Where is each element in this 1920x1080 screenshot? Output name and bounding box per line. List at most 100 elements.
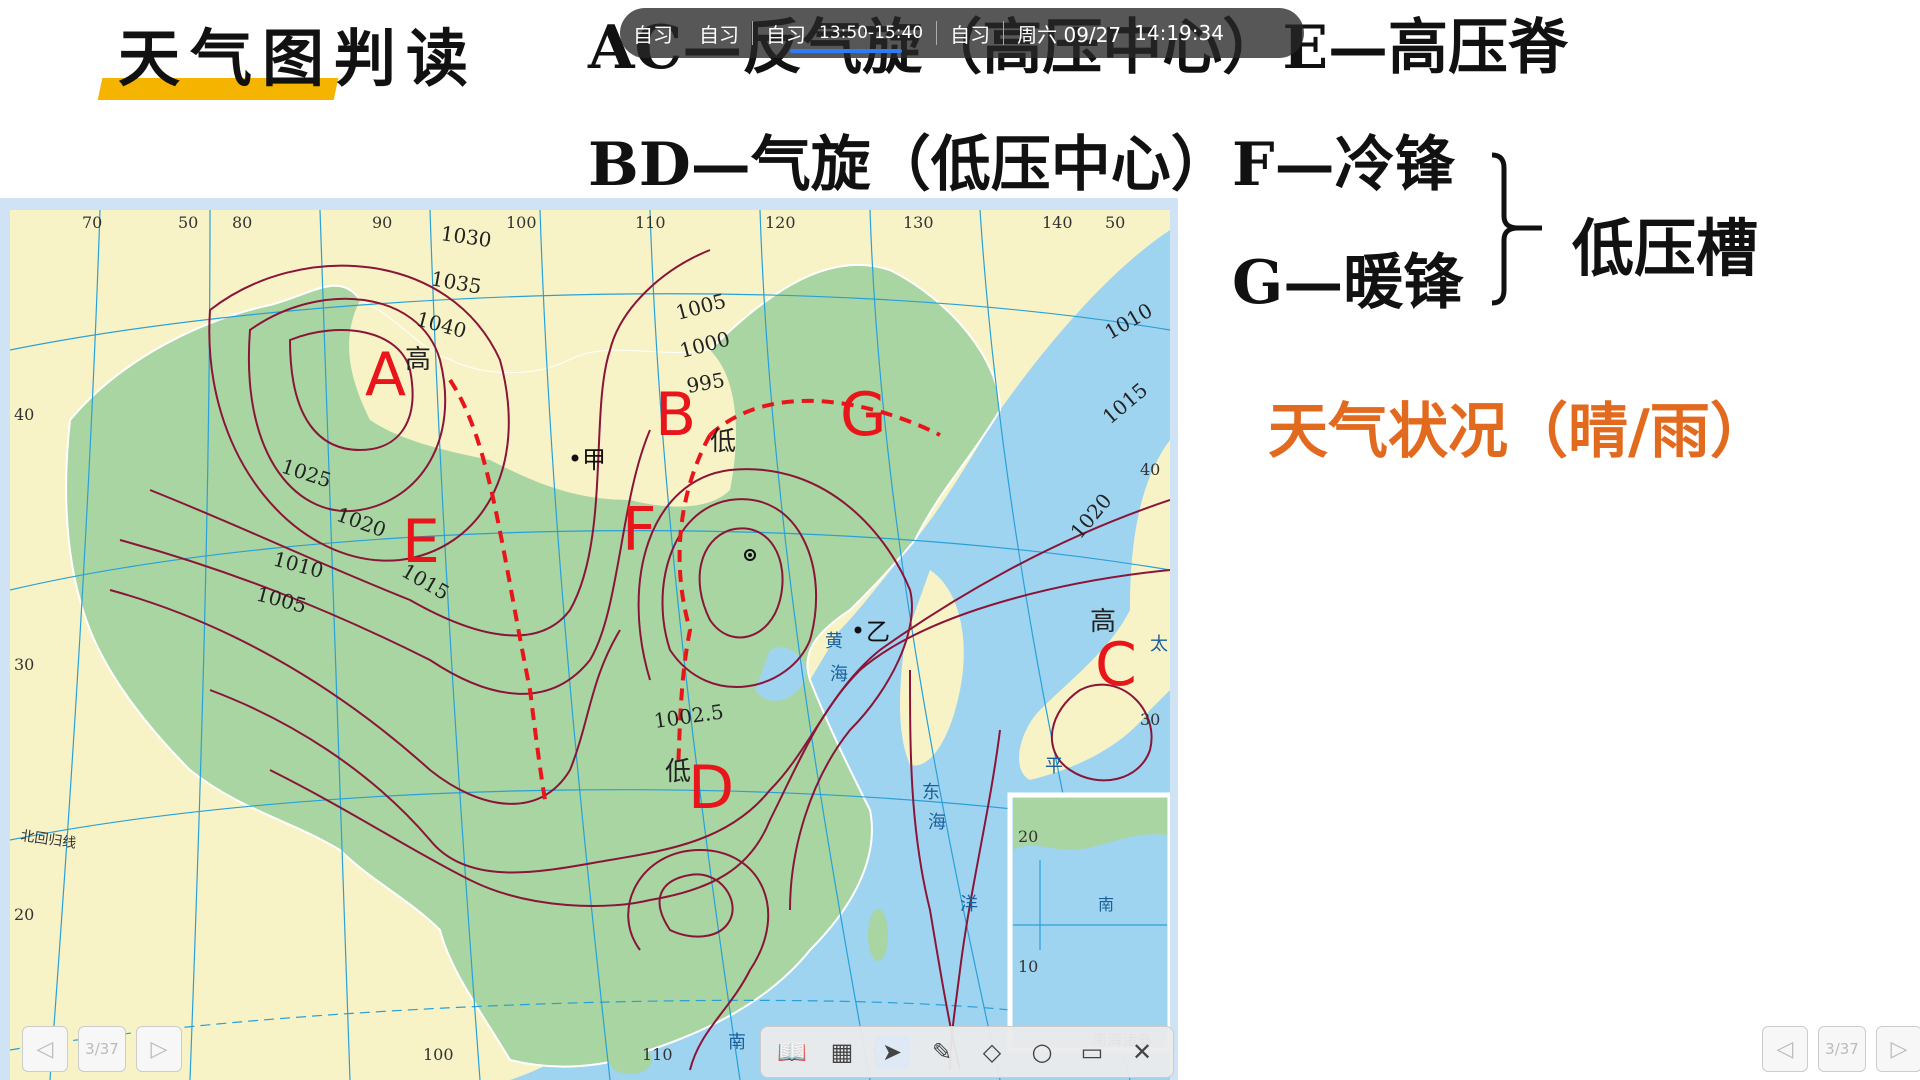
letter-c: C (1095, 630, 1137, 700)
letter-b: B (655, 380, 696, 450)
def-e: E—高压脊 (1282, 13, 1569, 83)
map-fronts (448, 378, 941, 801)
sea-char: 东 (922, 782, 940, 803)
def-f: F—冷锋 (1232, 130, 1455, 200)
right-page-controls: ◁ 3/37 ▷ (1762, 1026, 1920, 1072)
sea-char: 南 (728, 1032, 746, 1053)
lat-label: 40 (1140, 460, 1160, 479)
ridge-line (448, 378, 547, 801)
lon-label: 50 (1105, 213, 1125, 232)
map-graticule (10, 210, 1170, 1080)
letter-d: D (688, 753, 734, 823)
high-marker: 高 (405, 345, 431, 375)
lon-label: 80 (232, 213, 252, 232)
lon-label: 70 (82, 213, 102, 232)
inset-lat-label: 10 (1018, 957, 1038, 976)
place-label: 乙 (866, 618, 890, 646)
grid-icon[interactable]: ▦ (830, 1038, 854, 1066)
weather-label: 天气状况（晴/雨） (1268, 397, 1770, 467)
close-icon[interactable]: ✕ (1131, 1038, 1153, 1066)
status-divider (1003, 21, 1005, 45)
map-land-mongolia (349, 300, 736, 507)
lon-label: 90 (372, 213, 392, 232)
south-china-sea-inset: 20 10 南 南海诸岛 (1007, 792, 1170, 1053)
lon-label: 50 (178, 213, 198, 232)
brace-icon (1491, 152, 1542, 306)
search-icon[interactable]: ○ (1031, 1038, 1053, 1066)
letter-g: G (840, 380, 887, 450)
map-letters: A B C D E F G (365, 340, 1137, 823)
beijing-marker-dot (748, 553, 752, 557)
pointer-icon[interactable]: ➤ (875, 1035, 909, 1069)
slide-title: 天气图判读 (118, 22, 479, 95)
page-indicator: 3/37 (78, 1026, 126, 1072)
trough-label: 低压槽 (1572, 212, 1759, 285)
low-marker: 低 (665, 757, 691, 787)
warm-front-line (708, 398, 941, 437)
map-isobars (109, 249, 1170, 1071)
lon-label: 140 (1042, 213, 1073, 232)
low-marker: 低 (710, 427, 736, 457)
map-pressure-markers: 高 高 低 低 (405, 345, 1116, 787)
letter-e: E (402, 507, 440, 577)
status-clock: 14:19:34 (1134, 21, 1224, 45)
next-page-button[interactable]: ▷ (136, 1026, 182, 1072)
status-item[interactable]: 自习 (699, 22, 739, 47)
status-item[interactable]: 自习 (950, 22, 991, 47)
map-hainan (608, 1046, 652, 1074)
status-active-indicator (790, 49, 902, 53)
place-dot (571, 454, 579, 462)
prev-page-button[interactable]: ◁ (1762, 1026, 1808, 1072)
status-item[interactable]: 自习 (766, 22, 806, 47)
eraser-icon[interactable]: ◇ (982, 1038, 1002, 1066)
lat-label: 20 (14, 905, 34, 924)
lon-label: 100 (423, 1045, 454, 1064)
lat-label: 30 (14, 655, 34, 674)
prev-page-button[interactable]: ◁ (22, 1026, 68, 1072)
def-g: G—暖锋 (1232, 248, 1464, 318)
next-page-button[interactable]: ▷ (1876, 1026, 1920, 1072)
lon-label: 130 (903, 213, 934, 232)
beijing-marker (744, 549, 756, 561)
inset-sea-char: 南 (1098, 895, 1114, 914)
map-taiwan (868, 909, 888, 961)
high-marker: 高 (1090, 607, 1116, 637)
sea-char: 黄 (825, 631, 843, 652)
annotation-toolbar: 📖 ▦ ➤ ✎ ◇ ○ ▭ ✕ (760, 1026, 1174, 1078)
sea-char: 海 (928, 812, 946, 833)
lon-label: 120 (765, 213, 796, 232)
sea-char: 洋 (960, 894, 978, 915)
sea-char: 平 (1045, 756, 1063, 777)
status-divider (752, 21, 753, 45)
letter-a: A (365, 340, 406, 410)
lat-label: 40 (14, 405, 34, 424)
status-date: 周六 09/27 (1017, 22, 1122, 47)
map-places: 甲 乙 (571, 446, 890, 646)
place-label: 甲 (582, 446, 606, 474)
sea-char: 太 (1150, 634, 1168, 655)
weather-map: 70 50 80 90 100 110 120 130 140 50 100 1… (10, 210, 1170, 1080)
weather-map-panel: 70 50 80 90 100 110 120 130 140 50 100 1… (0, 198, 1178, 1080)
map-sea-labels: 黄 海 东 海 平 洋 太 南 (728, 631, 1168, 1053)
status-bar: 自习 自习 自习 13:50-15:40 自习 周六 09/27 14:19:3… (620, 8, 1304, 58)
status-item[interactable]: 自习 (633, 22, 673, 47)
lat-label: 30 (1140, 710, 1160, 729)
lon-label: 110 (642, 1045, 673, 1064)
inset-land (1013, 798, 1167, 850)
status-divider (936, 21, 938, 45)
lon-label: 100 (506, 213, 537, 232)
page-indicator: 3/37 (1818, 1026, 1866, 1072)
lon-label: 110 (635, 213, 666, 232)
status-time-range: 13:50-15:40 (819, 23, 924, 43)
sea-char: 海 (830, 664, 848, 685)
map-land-korea (900, 570, 964, 766)
letter-f: F (622, 495, 657, 565)
inset-lat-label: 20 (1018, 827, 1038, 846)
place-dot (854, 626, 862, 634)
left-page-controls: ◁ 3/37 ▷ (22, 1026, 182, 1072)
open-book-icon[interactable]: 📖 (777, 1038, 807, 1066)
map-land-china (65, 263, 1002, 1068)
def-bd: BD—气旋（低压中心） (588, 130, 1231, 200)
pen-icon[interactable]: ✎ (931, 1038, 953, 1066)
window-icon[interactable]: ▭ (1080, 1038, 1104, 1066)
